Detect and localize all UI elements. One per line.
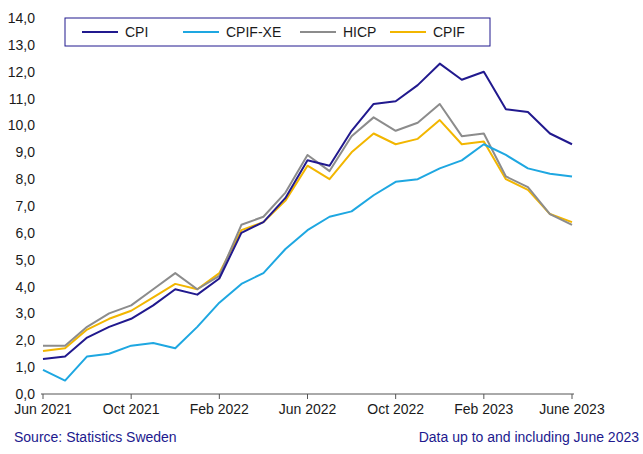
y-tick-label: 8,0 bbox=[16, 171, 36, 187]
x-tick bbox=[131, 394, 132, 399]
y-tick-label: 9,0 bbox=[16, 144, 36, 160]
x-tick-label: Oct 2022 bbox=[367, 401, 424, 417]
series-line bbox=[43, 144, 572, 380]
y-tick-label: 12,0 bbox=[8, 64, 35, 80]
y-tick-label: 10,0 bbox=[8, 117, 35, 133]
x-tick-label: Feb 2022 bbox=[190, 401, 249, 417]
x-tick bbox=[43, 394, 44, 399]
y-tick-label: 0,0 bbox=[16, 386, 36, 402]
x-tick bbox=[572, 394, 573, 399]
x-tick-label: Jun 2021 bbox=[14, 401, 72, 417]
legend-swatch bbox=[300, 31, 336, 33]
x-tick-label: Jun 2022 bbox=[279, 401, 337, 417]
chart: 0,0 1,0 2,0 3,0 4,0 5,0 6,0 7,0 8,0 9,0 10,0 11,0 12… bbox=[0, 0, 643, 454]
series-line bbox=[43, 104, 572, 346]
y-tick-label: 4,0 bbox=[16, 279, 36, 295]
legend-label: HICP bbox=[343, 24, 376, 40]
x-tick bbox=[395, 394, 396, 399]
y-tick-label: 1,0 bbox=[16, 359, 36, 375]
y-tick-label: 7,0 bbox=[16, 198, 36, 214]
legend-swatch bbox=[390, 31, 426, 33]
plot-lines bbox=[43, 64, 572, 381]
data-note: Data up to and including June 2023 bbox=[419, 429, 639, 445]
y-tick-label: 2,0 bbox=[16, 332, 36, 348]
legend-swatch bbox=[82, 31, 118, 33]
x-tick-label: Oct 2021 bbox=[103, 401, 160, 417]
legend-label: CPI bbox=[125, 24, 148, 40]
y-tick-label: 3,0 bbox=[16, 305, 36, 321]
legend-label: CPIF-XE bbox=[226, 24, 281, 40]
legend: CPI CPIF-XE HICP CPIF bbox=[65, 18, 490, 46]
y-tick-label: 13,0 bbox=[8, 37, 35, 53]
y-tick-label: 5,0 bbox=[16, 252, 36, 268]
legend-swatch bbox=[183, 31, 219, 33]
x-tick bbox=[219, 394, 220, 399]
legend-box bbox=[65, 18, 490, 46]
x-tick-label: June 2023 bbox=[539, 401, 605, 417]
y-tick-label: 6,0 bbox=[16, 225, 36, 241]
legend-label: CPIF bbox=[433, 24, 465, 40]
series-line bbox=[43, 64, 572, 359]
source-note: Source: Statistics Sweden bbox=[14, 429, 177, 445]
x-tick bbox=[307, 394, 308, 399]
x-tick-label: Feb 2023 bbox=[454, 401, 513, 417]
x-tick bbox=[483, 394, 484, 399]
y-tick-label: 11,0 bbox=[9, 91, 35, 107]
y-tick-label: 14,0 bbox=[8, 10, 35, 26]
